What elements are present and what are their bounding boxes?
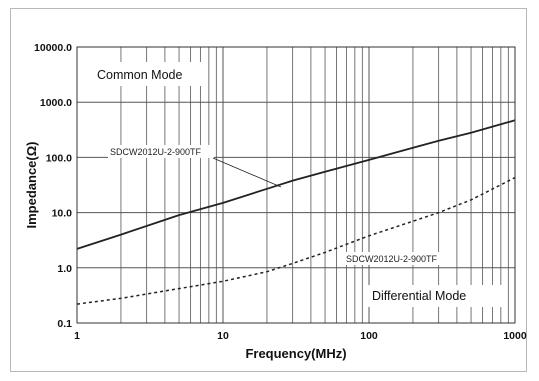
differential-mode-series-line [76, 176, 516, 305]
plot-border [76, 46, 516, 324]
grid [77, 47, 515, 323]
cm-series-label: SDCW2012U-2-900TF [110, 147, 202, 157]
x-tick-label: 1000 [503, 330, 527, 342]
common-mode-series-line [76, 119, 516, 250]
differential-mode-label-box [367, 285, 502, 307]
chart-frame: 1 10 100 1000 0.1 1.0 10.0 100.0 1000.0 10000.0 C… [10, 8, 527, 372]
y-tick-label: 100.0 [46, 152, 72, 164]
x-tick-label: 100 [360, 330, 378, 342]
impedance-chart: 1 10 100 1000 0.1 1.0 10.0 100.0 1000.0 10000.0 C… [24, 42, 527, 361]
x-axis-label: Frequency(MHz) [245, 346, 346, 361]
cm-series-label-box [108, 145, 214, 158]
y-tick-label: 1000.0 [40, 97, 72, 109]
cm-series-leader-line [212, 157, 282, 188]
dm-series-label: SDCW2012U-2-900TF [346, 254, 438, 264]
series-layer [76, 119, 516, 305]
y-tick-label: 10.0 [52, 208, 73, 220]
x-tick-label: 1 [74, 330, 80, 342]
y-axis-label: Impedance(Ω) [24, 142, 39, 229]
tick-labels: 1 10 100 1000 0.1 1.0 10.0 100.0 1000.0 10000.0 [34, 42, 527, 342]
y-tick-label: 1.0 [57, 263, 72, 275]
common-mode-label-box [88, 62, 202, 86]
y-tick-label: 0.1 [57, 318, 72, 330]
dm-series-label-box [344, 252, 450, 265]
y-tick-label: 10000.0 [34, 42, 72, 54]
common-mode-label: Common Mode [97, 68, 182, 82]
differential-mode-label: Differential Mode [372, 289, 466, 303]
x-tick-label: 10 [217, 330, 229, 342]
